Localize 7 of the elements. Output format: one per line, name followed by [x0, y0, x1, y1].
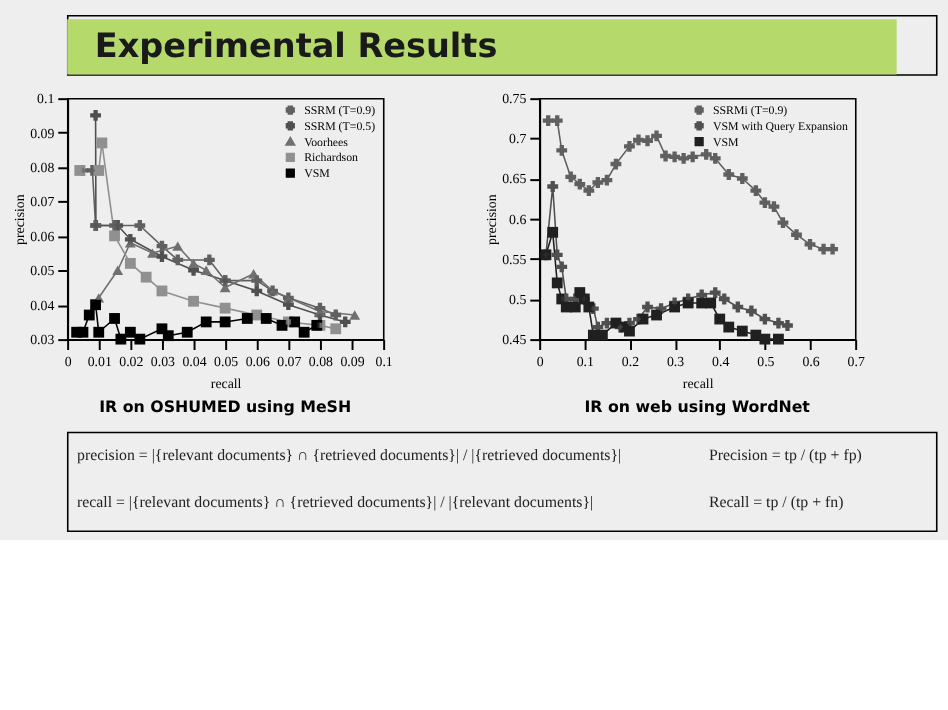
- text: IR on web using WordNet: [584, 398, 811, 417]
- text: recall = |{relevant documents} ∩ {retrieved documents}| / |{relevant documents}|: [77, 493, 594, 511]
- text: Experimental Results: [94, 24, 498, 65]
- text: Recall = tp / (tp + fn): [709, 493, 845, 511]
- text: precision = |{relevant documents} ∩ {retrieved documents}| / |{retrieved documents}|: [77, 445, 622, 464]
- text: IR on OSHUMED using MeSH: [99, 398, 352, 417]
- text: Precision = tp / (tp + fp): [709, 445, 863, 464]
